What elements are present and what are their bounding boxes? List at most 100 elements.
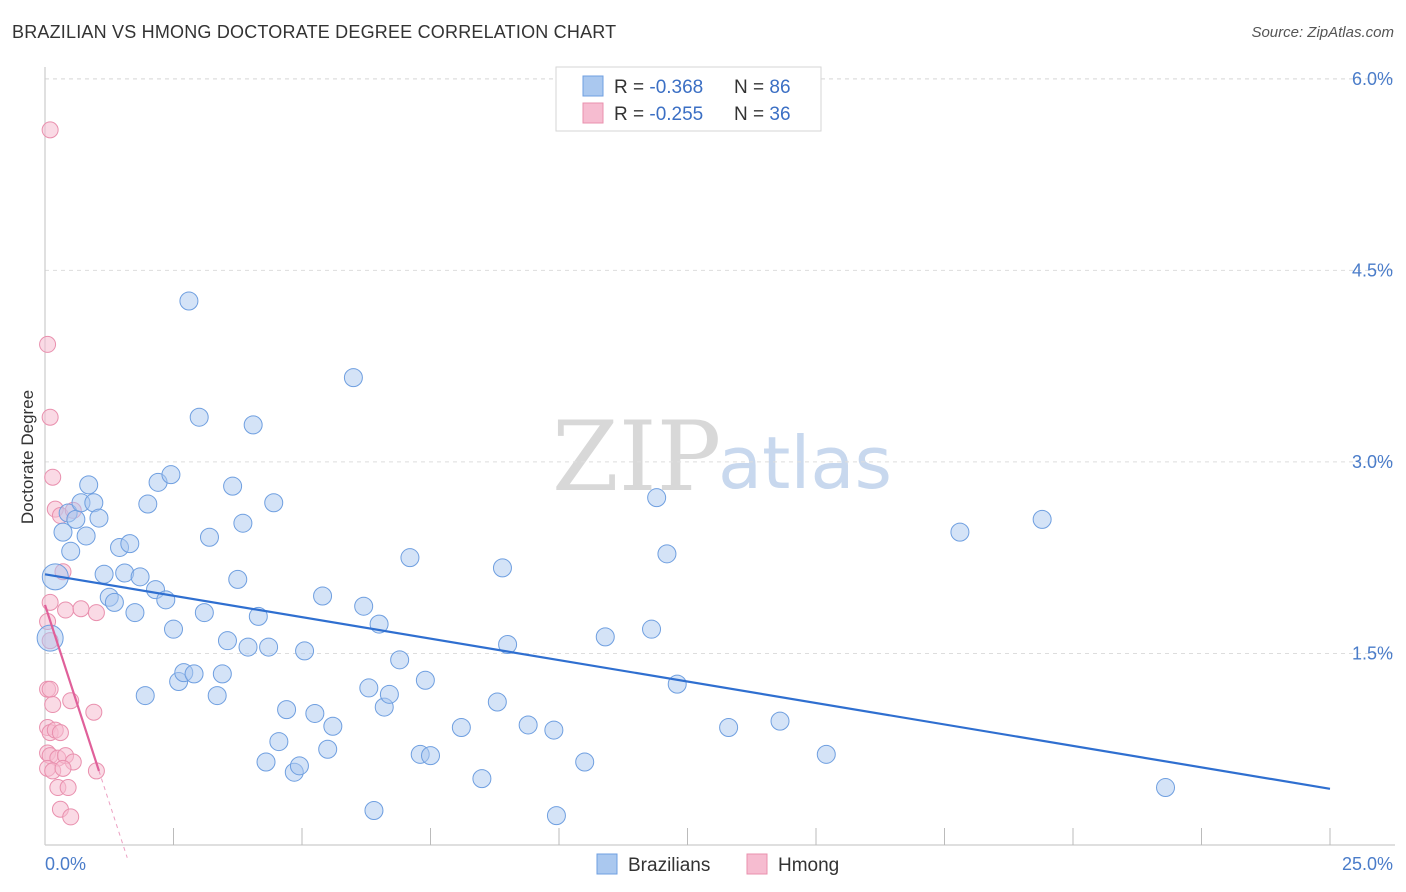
brazilians-point (94, 564, 114, 584)
brazilians-point (546, 806, 566, 826)
brazilians-point (950, 522, 970, 542)
tick-labels: 1.5% 3.0% 4.5% 6.0% 0.0% 25.0% (45, 69, 1393, 874)
hmong-point (51, 724, 69, 742)
brazilians-point (318, 739, 338, 759)
brazilians-point (379, 684, 399, 704)
brazilians-point (243, 415, 263, 435)
brazilians-point (647, 488, 667, 508)
hmong-point (41, 121, 59, 139)
legend-brazil-n-row: N = 86 (734, 77, 791, 98)
brazilians-point (264, 493, 284, 513)
brazilians-point (390, 650, 410, 670)
brazilians-point (228, 569, 248, 589)
brazilians-point (1156, 778, 1176, 798)
brazilians-point (1032, 509, 1052, 529)
brazilians-point (451, 718, 471, 738)
brazilians-point (76, 526, 96, 546)
legend-hmong-n-value: 36 (769, 104, 790, 125)
chart-title: BRAZILIAN VS HMONG DOCTORATE DEGREE CORR… (12, 22, 617, 42)
hmong-point (44, 468, 62, 486)
brazilians-point (36, 624, 64, 652)
brazilians-point (194, 603, 214, 623)
bottom-legend-hmong: Hmong (778, 855, 839, 876)
brazilians-point (421, 746, 440, 766)
x-tick-label-max: 25.0% (1342, 854, 1393, 874)
brazilians-point (66, 509, 86, 529)
brazilians-point (544, 720, 564, 740)
bottom-legend-brazilians: Brazilians (628, 855, 710, 876)
brazilians-series (36, 291, 1176, 826)
source-label: Source: ZipAtlas.com (1251, 24, 1394, 41)
brazilians-point (125, 603, 145, 623)
legend-blue-swatch (582, 75, 604, 97)
brazilians-point (199, 527, 219, 547)
brazilians-point (595, 627, 615, 647)
brazilians-point (305, 703, 325, 723)
legend-brazil-r-label: R = (614, 77, 649, 98)
grid-lines (45, 78, 1395, 654)
hmong-series (39, 121, 105, 826)
brazilians-point (277, 700, 297, 720)
y-tick-label: 3.0% (1352, 452, 1393, 472)
brazilians-point (415, 670, 435, 690)
brazilians-trend-line (44, 573, 1331, 790)
brazilians-point (492, 558, 512, 578)
brazilians-point (642, 619, 662, 639)
brazilians-point (189, 407, 209, 427)
legend-hmong-row: R = -0.255 (614, 104, 703, 125)
legend-pink-swatch (582, 102, 604, 124)
brazilians-point (472, 769, 492, 789)
bottom-legend-pink-swatch (746, 853, 768, 875)
legend-brazil-r-value: -0.368 (649, 77, 703, 98)
brazilians-point (238, 637, 258, 657)
brazilians-point (207, 686, 227, 706)
brazilians-point (487, 692, 507, 712)
legend-brazil-n-value: 86 (769, 77, 790, 98)
brazilians-point (130, 567, 150, 587)
hmong-point (62, 808, 80, 826)
hmong-point (44, 696, 62, 714)
brazilians-point (164, 619, 183, 639)
brazilians-point (295, 641, 315, 661)
brazilians-point (343, 368, 363, 388)
y-tick-label: 1.5% (1352, 643, 1393, 663)
hmong-point (41, 680, 59, 698)
y-tick-label: 4.5% (1352, 260, 1393, 280)
brazilians-point (259, 637, 279, 657)
hmong-point (57, 601, 75, 619)
legend-brazil-n-label: N = (734, 77, 769, 98)
brazilians-point (323, 716, 343, 736)
brazilians-point (354, 596, 374, 616)
brazilians-point (575, 752, 595, 772)
brazilians-point (248, 606, 268, 626)
series-legend: Brazilians Hmong (596, 853, 839, 876)
brazilians-point (104, 592, 124, 612)
brazilians-point (719, 718, 739, 738)
hmong-point (41, 408, 59, 426)
brazilians-point (79, 475, 99, 495)
legend-brazil-row: R = -0.368 (614, 77, 703, 98)
brazilians-point (364, 801, 384, 821)
brazilians-point (212, 664, 232, 684)
brazilians-point (816, 744, 836, 764)
legend-hmong-r-value: -0.255 (649, 104, 703, 125)
brazilians-point (184, 664, 204, 684)
legend-hmong-r-label: R = (614, 104, 649, 125)
brazilians-point (179, 291, 199, 311)
brazilians-point (89, 508, 109, 528)
hmong-trend-line (43, 604, 101, 772)
brazilians-point (359, 678, 379, 698)
brazilians-point (313, 586, 333, 606)
brazilians-point (289, 756, 309, 776)
brazilians-point (61, 541, 81, 561)
watermark-zip: ZIP (552, 401, 721, 513)
axes (44, 67, 1395, 846)
brazilians-point (135, 686, 155, 706)
brazilians-point (269, 732, 289, 752)
correlation-legend: R = -0.368 N = 86 R = -0.255 N = 36 (555, 66, 822, 132)
x-tick-label-min: 0.0% (45, 854, 86, 874)
hmong-point (87, 604, 105, 622)
hmong-point (85, 703, 103, 721)
y-axis-label: Doctorate Degree (18, 390, 37, 524)
